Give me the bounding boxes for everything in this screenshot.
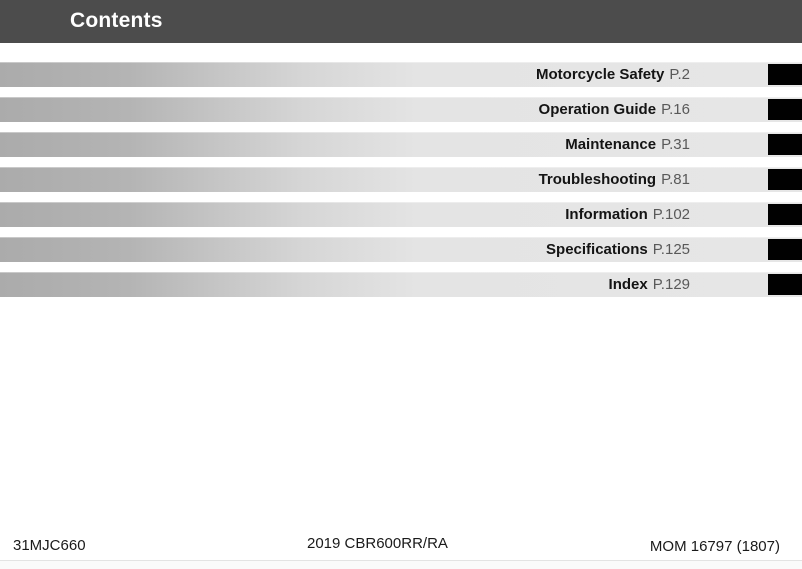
toc-row-troubleshooting[interactable]: Troubleshooting P.81 (0, 167, 802, 192)
toc-entry-title: Specifications (546, 241, 648, 258)
footer-document-code: MOM 16797 (1807) (649, 538, 780, 555)
toc-entry-page: P.129 (652, 276, 690, 293)
chapter-edge-tab (768, 274, 802, 295)
toc-list: Motorcycle Safety P.2 Operation Guide P.16… (0, 62, 802, 307)
chapter-edge-tab (768, 64, 802, 85)
toc-entry-title: Information (565, 206, 648, 223)
toc-entry-page: P.16 (661, 101, 690, 118)
toc-row-information[interactable]: Information P.102 (0, 202, 802, 227)
toc-row-motorcycle-safety[interactable]: Motorcycle Safety P.2 (0, 62, 802, 87)
toc-entry: Operation Guide P.16 (0, 97, 690, 122)
toc-entry: Maintenance P.31 (0, 132, 690, 157)
toc-entry: Motorcycle Safety P.2 (0, 62, 690, 87)
toc-entry: Specifications P.125 (0, 237, 690, 262)
chapter-edge-tab (768, 239, 802, 260)
toc-entry-title: Maintenance (565, 136, 657, 153)
toc-entry-title: Motorcycle Safety (536, 66, 665, 83)
chapter-edge-tab (768, 169, 802, 190)
toc-entry-page: P.81 (661, 171, 690, 188)
footer-part-number: 31MJC660 (13, 537, 86, 554)
chapter-edge-tab (768, 134, 802, 155)
toc-entry-page: P.125 (652, 241, 690, 258)
toc-entry-page: P.2 (669, 66, 690, 83)
contents-header-bar: Contents (0, 0, 802, 43)
toc-entry-title: Operation Guide (538, 101, 657, 118)
toc-entry: Troubleshooting P.81 (0, 167, 690, 192)
toc-row-operation-guide[interactable]: Operation Guide P.16 (0, 97, 802, 122)
toc-entry-title: Troubleshooting (538, 171, 657, 188)
chapter-edge-tab (768, 204, 802, 225)
footer: 31MJC660 2019 CBR600RR/RA MOM 16797 (180… (0, 535, 802, 555)
toc-entry-page: P.102 (652, 206, 690, 223)
toc-entry-title: Index (608, 276, 648, 293)
page-title: Contents (70, 9, 163, 32)
toc-entry: Information P.102 (0, 202, 690, 227)
chapter-edge-tab (768, 99, 802, 120)
footer-model-name: 2019 CBR600RR/RA (307, 535, 448, 552)
toc-entry: Index P.129 (0, 272, 690, 297)
page-bottom-edge (0, 560, 802, 569)
toc-entry-page: P.31 (661, 136, 690, 153)
toc-row-index[interactable]: Index P.129 (0, 272, 802, 297)
toc-row-specifications[interactable]: Specifications P.125 (0, 237, 802, 262)
toc-row-maintenance[interactable]: Maintenance P.31 (0, 132, 802, 157)
